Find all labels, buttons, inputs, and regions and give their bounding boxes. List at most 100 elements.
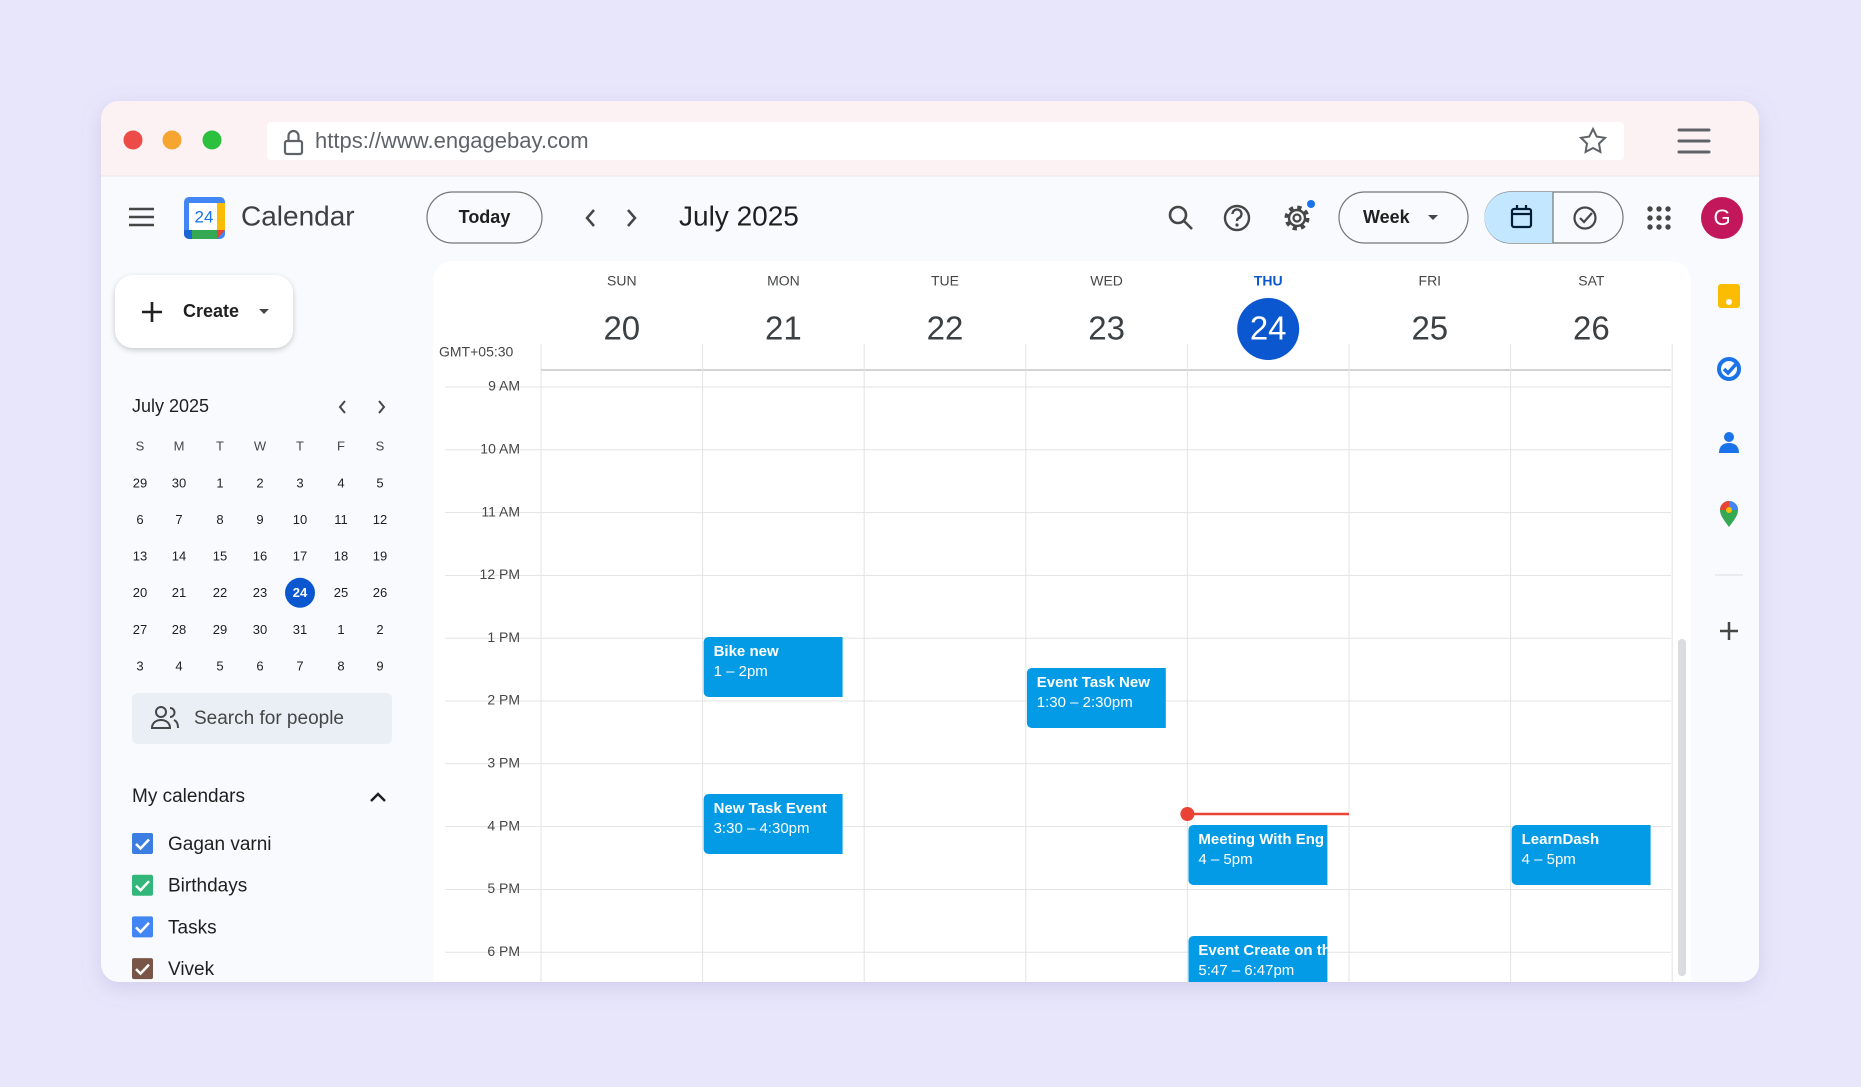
- event[interactable]: Event Task New 1:30 – 2:30pm: [1026, 668, 1170, 728]
- minimize-button[interactable]: [162, 130, 182, 150]
- day-of-week: MON: [767, 273, 800, 289]
- apps-launcher[interactable]: [1647, 206, 1671, 230]
- contacts-icon[interactable]: [1719, 432, 1739, 453]
- day-date[interactable]: 25: [1411, 310, 1448, 347]
- keep-icon[interactable]: [1718, 284, 1740, 308]
- mini-day[interactable]: 5: [376, 475, 383, 490]
- week-panel: [433, 261, 1691, 982]
- mini-day[interactable]: 6: [136, 512, 143, 527]
- day-date[interactable]: 22: [927, 310, 964, 347]
- mini-day[interactable]: 9: [376, 658, 383, 673]
- next-week[interactable]: [627, 209, 637, 227]
- event[interactable]: LearnDash 4 – 5pm: [1511, 825, 1655, 885]
- tasks-icon[interactable]: [1717, 357, 1741, 381]
- event[interactable]: Event Create on th 5:47 – 6:47pm: [1188, 936, 1331, 996]
- mini-day[interactable]: 30: [253, 622, 267, 637]
- url-bar[interactable]: [267, 122, 1624, 160]
- mini-day[interactable]: 12: [373, 512, 387, 527]
- tasks-mode[interactable]: [1573, 206, 1597, 230]
- mini-day[interactable]: 1: [216, 475, 223, 490]
- mini-day[interactable]: 5: [216, 658, 223, 673]
- day-date[interactable]: 20: [603, 310, 640, 347]
- mini-day[interactable]: 24: [293, 585, 308, 600]
- mini-day[interactable]: 27: [133, 622, 147, 637]
- mini-day[interactable]: 7: [175, 512, 182, 527]
- mini-day[interactable]: 16: [253, 549, 267, 564]
- mini-day[interactable]: 19: [373, 549, 387, 564]
- event[interactable]: Bike new 1 – 2pm: [703, 637, 847, 697]
- mini-prev[interactable]: [338, 400, 346, 414]
- day-date[interactable]: 21: [765, 310, 802, 347]
- create-dropdown: [259, 309, 269, 314]
- mini-day[interactable]: 22: [213, 585, 227, 600]
- mini-day[interactable]: 15: [213, 549, 227, 564]
- mini-day[interactable]: 3: [136, 658, 143, 673]
- search-people-box[interactable]: [132, 693, 392, 744]
- mini-day[interactable]: 8: [216, 512, 223, 527]
- mini-day[interactable]: 4: [175, 658, 182, 673]
- mini-day[interactable]: 14: [172, 549, 186, 564]
- day-of-week: SUN: [607, 273, 637, 289]
- mini-day[interactable]: 7: [296, 658, 303, 673]
- day-date[interactable]: 24: [1250, 310, 1287, 347]
- mini-day[interactable]: 17: [293, 549, 307, 564]
- time-label: 3 PM: [487, 755, 520, 771]
- bookmark-star[interactable]: [1578, 126, 1608, 154]
- browser-menu[interactable]: [1677, 128, 1711, 154]
- close-button[interactable]: [123, 130, 143, 150]
- avatar[interactable]: [1701, 197, 1743, 239]
- mini-next[interactable]: [378, 400, 386, 414]
- create-plus: [142, 302, 162, 322]
- my-calendars-toggle[interactable]: [370, 792, 386, 802]
- mini-day[interactable]: 28: [172, 622, 186, 637]
- mini-day[interactable]: 2: [256, 475, 263, 490]
- mini-day[interactable]: 13: [133, 549, 147, 564]
- day-date[interactable]: 26: [1573, 310, 1610, 347]
- calendar-checkbox[interactable]: [132, 916, 153, 938]
- maximize-button[interactable]: [202, 130, 222, 150]
- mini-day[interactable]: 18: [334, 549, 348, 564]
- create-button[interactable]: [115, 275, 293, 348]
- view-selector[interactable]: [1338, 191, 1469, 244]
- calendar-checkbox[interactable]: [132, 958, 153, 980]
- mini-day[interactable]: 30: [172, 475, 186, 490]
- settings-button[interactable]: [1284, 200, 1315, 231]
- mini-day[interactable]: 31: [293, 622, 307, 637]
- event[interactable]: Meeting With Eng 4 – 5pm: [1188, 825, 1331, 885]
- mini-day[interactable]: 4: [337, 475, 344, 490]
- help-button[interactable]: [1223, 204, 1251, 232]
- mini-day[interactable]: 29: [213, 622, 227, 637]
- mini-day[interactable]: 6: [256, 658, 263, 673]
- day-date[interactable]: 23: [1088, 310, 1125, 347]
- calendar-mode[interactable]: [1484, 192, 1554, 243]
- main-menu[interactable]: [129, 207, 154, 227]
- mini-day[interactable]: 20: [133, 585, 147, 600]
- mini-day[interactable]: 9: [256, 512, 263, 527]
- add-addon[interactable]: [1720, 622, 1738, 640]
- mini-day[interactable]: 10: [293, 512, 307, 527]
- today-button[interactable]: [426, 191, 543, 244]
- event-block: [1188, 936, 1328, 982]
- mini-day[interactable]: 3: [296, 475, 303, 490]
- search-button[interactable]: [1168, 205, 1193, 230]
- mini-day[interactable]: 26: [373, 585, 387, 600]
- mini-day[interactable]: 21: [172, 585, 186, 600]
- day-of-week: WED: [1090, 273, 1123, 289]
- mini-day[interactable]: 23: [253, 585, 267, 600]
- mini-day[interactable]: 8: [337, 658, 344, 673]
- scrollbar[interactable]: [1678, 639, 1686, 976]
- maps-icon[interactable]: [1720, 501, 1738, 527]
- calendar-checkbox[interactable]: [132, 833, 153, 854]
- mini-selected: [285, 577, 315, 608]
- mini-day[interactable]: 1: [337, 622, 344, 637]
- mini-day[interactable]: 11: [334, 512, 348, 527]
- mini-day[interactable]: 29: [133, 475, 147, 490]
- prev-week[interactable]: [585, 209, 595, 227]
- event[interactable]: New Task Event 3:30 – 4:30pm: [703, 794, 847, 854]
- calendar-checkbox[interactable]: [132, 874, 153, 896]
- event-block: [703, 637, 843, 697]
- mini-day[interactable]: 25: [334, 585, 348, 600]
- event-block: [1188, 825, 1328, 885]
- mini-day[interactable]: 2: [376, 622, 383, 637]
